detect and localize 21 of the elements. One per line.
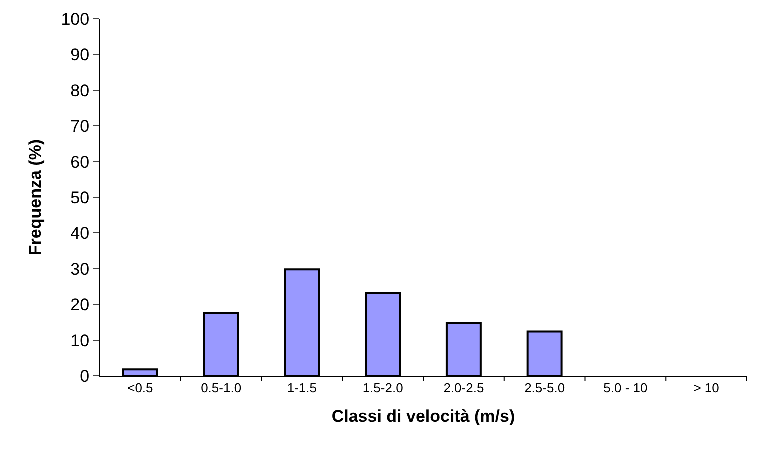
y-tick-label: 70 [70, 117, 90, 136]
x-tick-label: 1.5-2.0 [362, 380, 404, 396]
x-tick-label: 2.5-5.0 [524, 380, 566, 396]
y-tick-label: 10 [70, 331, 90, 350]
y-tick-label: 50 [70, 188, 90, 208]
x-tick-label: 0.5-1.0 [201, 380, 242, 396]
y-tick-label: 90 [70, 46, 90, 65]
y-axis-title: Frequenza (%) [26, 139, 45, 256]
x-tick-label: 2.0-2.5 [444, 380, 484, 396]
y-tick-label: 30 [70, 260, 90, 279]
x-tick-label: 5.0 - 10 [604, 380, 648, 396]
y-tick-label: 0 [80, 366, 90, 386]
y-tick-label: 40 [70, 224, 90, 244]
x-tick-label: 1-1.5 [287, 380, 318, 396]
y-tick-label: 20 [70, 296, 90, 315]
x-axis-title: Classi di velocità (m/s) [332, 407, 516, 426]
x-tick-label: > 10 [694, 380, 720, 396]
y-tick-label: 60 [70, 152, 90, 172]
x-tick-label: <0.5 [128, 380, 154, 396]
y-tick-label: 80 [70, 81, 90, 100]
y-tick-label: 100 [61, 10, 90, 29]
